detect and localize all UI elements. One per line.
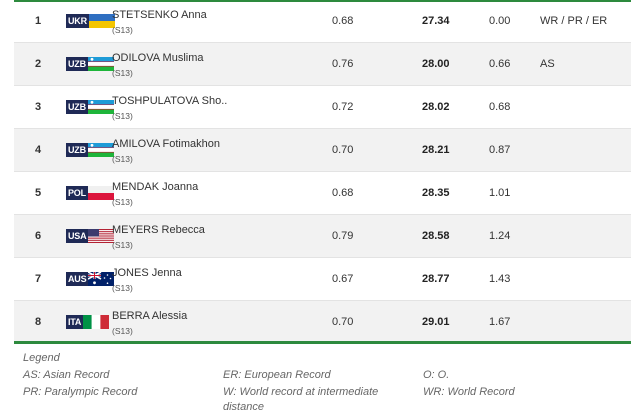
reaction-time: 0.79 (332, 230, 354, 242)
table-top-border (14, 0, 631, 2)
uzbekistan-flag-icon: UZB (66, 57, 114, 71)
result-time: 28.58 (422, 230, 450, 242)
rank: 7 (34, 273, 42, 285)
time-difference: 0.66 (489, 58, 511, 70)
sport-class: (S13) (112, 240, 133, 250)
result-time: 27.34 (422, 15, 450, 27)
table-bottom-border (14, 341, 631, 344)
poland-flag-icon: POL (66, 186, 114, 200)
table-row[interactable]: 1 UKR STETSENKO Anna (S13) 0.68 27.34 0.… (14, 0, 631, 43)
rank: 1 (34, 15, 42, 27)
result-time: 29.01 (422, 316, 450, 328)
rank: 3 (34, 101, 42, 113)
reaction-time: 0.76 (332, 58, 354, 70)
table-row[interactable]: 6 USA MEYERS Rebecca (S13) 0.79 28.58 1.… (14, 215, 631, 258)
sport-class: (S13) (112, 197, 133, 207)
result-time: 28.35 (422, 187, 450, 199)
sport-class: (S13) (112, 68, 133, 78)
reaction-time: 0.68 (332, 15, 354, 27)
result-time: 28.02 (422, 101, 450, 113)
table-row[interactable]: 3 UZB TOSHPULATOVA Sho.. (S13) 0.72 28.0… (14, 86, 631, 129)
result-time: 28.77 (422, 273, 450, 285)
legend-as: AS: Asian Record (23, 369, 110, 381)
table-row[interactable]: 2 UZB ODILOVA Muslima (S13) 0.76 28.00 0… (14, 43, 631, 86)
time-difference: 1.01 (489, 187, 511, 199)
legend-o: O: O. (423, 369, 450, 381)
sport-class: (S13) (112, 283, 133, 293)
legend-pr: PR: Paralympic Record (23, 386, 138, 398)
legend-title: Legend (23, 352, 60, 364)
uzbekistan-flag-icon: UZB (66, 143, 114, 157)
ukraine-flag-icon: UKR (66, 14, 115, 28)
athlete-name: ODILOVA Muslima (112, 52, 204, 64)
italy-flag-icon: ITA (66, 315, 110, 329)
results-table: 1 UKR STETSENKO Anna (S13) 0.68 27.34 0.… (14, 0, 631, 344)
table-row[interactable]: 5 POL MENDAK Joanna (S13) 0.68 28.35 1.0… (14, 172, 631, 215)
rank: 5 (34, 187, 42, 199)
sport-class: (S13) (112, 154, 133, 164)
reaction-time: 0.67 (332, 273, 354, 285)
athlete-name: STETSENKO Anna (112, 9, 207, 21)
time-difference: 0.68 (489, 101, 511, 113)
rank: 8 (34, 316, 42, 328)
time-difference: 0.87 (489, 144, 511, 156)
time-difference: 1.67 (489, 316, 511, 328)
result-time: 28.21 (422, 144, 450, 156)
sport-class: (S13) (112, 326, 133, 336)
rank: 6 (34, 230, 42, 242)
athlete-name: TOSHPULATOVA Sho.. (112, 95, 228, 107)
reaction-time: 0.70 (332, 144, 354, 156)
legend-er: ER: European Record (223, 369, 331, 381)
athlete-name: AMILOVA Fotimakhon (112, 138, 221, 150)
athlete-name: MENDAK Joanna (112, 181, 199, 193)
australia-flag-icon: AUS (66, 272, 115, 286)
rank: 2 (34, 58, 42, 70)
time-difference: 1.43 (489, 273, 511, 285)
uzbekistan-flag-icon: UZB (66, 100, 114, 114)
table-row[interactable]: 7 AUS JONES Jenna (S13) 0.67 28.77 1.43 (14, 258, 631, 301)
record-badge: AS (540, 58, 555, 70)
usa-flag-icon: USA (66, 229, 115, 243)
reaction-time: 0.72 (332, 101, 354, 113)
result-time: 28.00 (422, 58, 450, 70)
reaction-time: 0.70 (332, 316, 354, 328)
athlete-name: JONES Jenna (112, 267, 182, 279)
reaction-time: 0.68 (332, 187, 354, 199)
athlete-name: BERRA Alessia (112, 310, 188, 322)
table-row[interactable]: 8 ITA BERRA Alessia (S13) 0.70 29.01 1.6… (14, 301, 631, 344)
sport-class: (S13) (112, 25, 133, 35)
record-badge: WR / PR / ER (540, 15, 608, 27)
time-difference: 0.00 (489, 15, 511, 27)
sport-class: (S13) (112, 111, 133, 121)
athlete-name: MEYERS Rebecca (112, 224, 205, 236)
rank: 4 (34, 144, 42, 156)
table-row[interactable]: 4 UZB AMILOVA Fotimakhon (S13) 0.70 28.2… (14, 129, 631, 172)
legend-wr: WR: World Record (423, 386, 515, 398)
time-difference: 1.24 (489, 230, 511, 242)
legend-w: W: World record at intermediate distance (223, 386, 379, 413)
